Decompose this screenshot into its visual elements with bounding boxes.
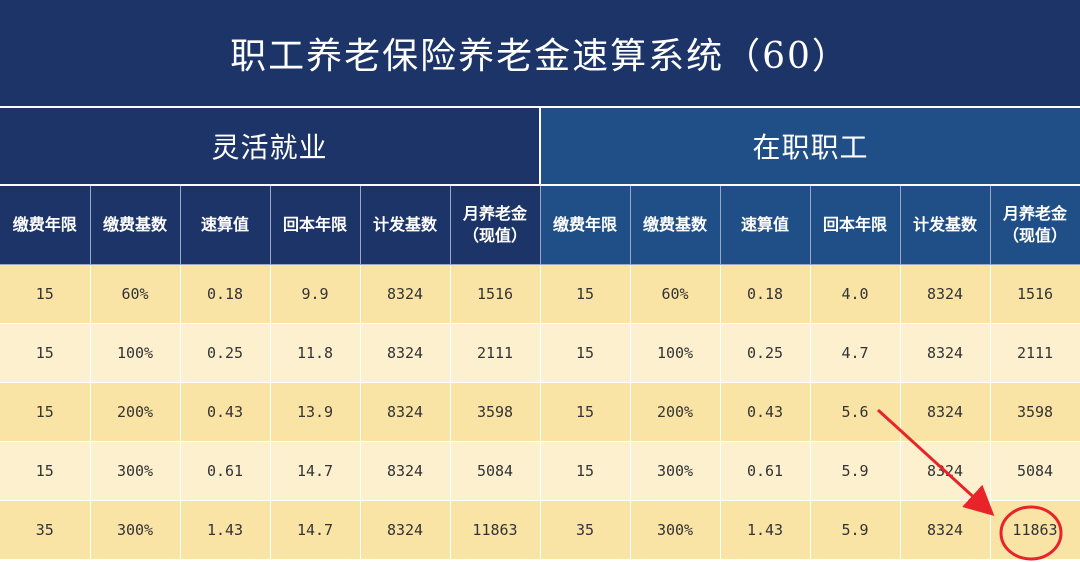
table-row: 15 300% 0.61 14.7 8324 5084 15 300% 0.61…	[0, 441, 1080, 501]
table-cell: 15	[0, 382, 91, 442]
table-cell: 15	[540, 323, 631, 383]
table-row: 35 300% 1.43 14.7 8324 11863 35 300% 1.4…	[0, 500, 1080, 560]
section-title-left: 灵活就业	[211, 131, 328, 164]
table-cell: 5.9	[810, 441, 901, 501]
table-cell: 15	[0, 441, 91, 501]
table-cell: 100%	[630, 323, 721, 383]
table-row: 15 200% 0.43 13.9 8324 3598 15 200% 0.43…	[0, 382, 1080, 442]
table-cell: 8324	[900, 323, 991, 383]
column-header-monthly-pension: 月养老金 （现值）	[990, 186, 1080, 265]
table-cell: 1516	[450, 264, 541, 324]
column-header-monthly-pension: 月养老金 （现值）	[450, 186, 541, 265]
table-cell: 8324	[900, 441, 991, 501]
table-cell: 9.9	[270, 264, 361, 324]
table-cell: 200%	[630, 382, 721, 442]
table-cell: 0.61	[180, 441, 271, 501]
table-cell: 4.7	[810, 323, 901, 383]
table-cell: 2111	[450, 323, 541, 383]
column-header-contribution-base: 缴费基数	[630, 186, 721, 265]
table-cell: 5084	[990, 441, 1080, 501]
table-cell: 11863	[450, 500, 541, 560]
table-cell: 5084	[450, 441, 541, 501]
table-cell: 0.25	[720, 323, 811, 383]
table-cell: 1516	[990, 264, 1080, 324]
table-cell: 4.0	[810, 264, 901, 324]
table-row: 15 60% 0.18 9.9 8324 1516 15 60% 0.18 4.…	[0, 264, 1080, 324]
table-cell: 0.18	[720, 264, 811, 324]
table-cell: 1.43	[720, 500, 811, 560]
table-cell: 100%	[90, 323, 181, 383]
table-cell: 3598	[450, 382, 541, 442]
table-cell: 14.7	[270, 441, 361, 501]
table-cell: 8324	[360, 323, 451, 383]
table-cell: 8324	[360, 441, 451, 501]
column-header-payback-years: 回本年限	[270, 186, 361, 265]
table-cell: 5.6	[810, 382, 901, 442]
table-row: 15 100% 0.25 11.8 8324 2111 15 100% 0.25…	[0, 323, 1080, 383]
column-header-payment-base: 计发基数	[360, 186, 451, 265]
table-cell: 8324	[360, 500, 451, 560]
table-cell: 2111	[990, 323, 1080, 383]
table-cell: 15	[540, 382, 631, 442]
table-cell: 15	[0, 264, 91, 324]
section-flexible-employment: 灵活就业	[0, 108, 539, 184]
header-row: 缴费年限 缴费基数 速算值 回本年限 计发基数 月养老金 （现值） 缴费年限 缴费…	[0, 186, 1080, 265]
table-cell: 8324	[900, 382, 991, 442]
table-cell: 15	[540, 441, 631, 501]
table-cell: 35	[0, 500, 91, 560]
table-cell: 15	[0, 323, 91, 383]
table-cell: 60%	[90, 264, 181, 324]
table-cell: 60%	[630, 264, 721, 324]
highlighted-pension-cell: 11863	[990, 500, 1080, 560]
table-cell: 0.43	[720, 382, 811, 442]
table-cell: 15	[540, 264, 631, 324]
table-cell: 3598	[990, 382, 1080, 442]
table-cell: 1.43	[180, 500, 271, 560]
table-cell: 300%	[90, 441, 181, 501]
table-cell: 14.7	[270, 500, 361, 560]
table-cell: 200%	[90, 382, 181, 442]
table-cell: 0.25	[180, 323, 271, 383]
table-cell: 8324	[360, 264, 451, 324]
table-cell: 0.43	[180, 382, 271, 442]
table-cell: 8324	[900, 264, 991, 324]
table-cell: 13.9	[270, 382, 361, 442]
table-cell: 35	[540, 500, 631, 560]
table-cell: 11.8	[270, 323, 361, 383]
table-cell: 300%	[630, 441, 721, 501]
page-title: 职工养老保险养老金速算系统（60）	[230, 36, 850, 77]
column-header-contribution-years: 缴费年限	[540, 186, 631, 265]
pension-table: 缴费年限 缴费基数 速算值 回本年限 计发基数 月养老金 （现值） 缴费年限 缴费…	[0, 186, 1080, 560]
table-cell: 5.9	[810, 500, 901, 560]
column-header-quick-value: 速算值	[180, 186, 271, 265]
table-cell: 8324	[360, 382, 451, 442]
table-cell: 300%	[90, 500, 181, 560]
table-cell: 0.18	[180, 264, 271, 324]
column-header-quick-value: 速算值	[720, 186, 811, 265]
column-header-contribution-base: 缴费基数	[90, 186, 181, 265]
section-title-right: 在职职工	[752, 131, 869, 164]
table-cell: 0.61	[720, 441, 811, 501]
column-header-payment-base: 计发基数	[900, 186, 991, 265]
table-cell: 8324	[900, 500, 991, 560]
table-cell: 300%	[630, 500, 721, 560]
title-bar: 职工养老保险养老金速算系统（60）	[0, 0, 1080, 106]
column-header-contribution-years: 缴费年限	[0, 186, 91, 265]
section-employed-staff: 在职职工	[541, 108, 1080, 184]
column-header-payback-years: 回本年限	[810, 186, 901, 265]
